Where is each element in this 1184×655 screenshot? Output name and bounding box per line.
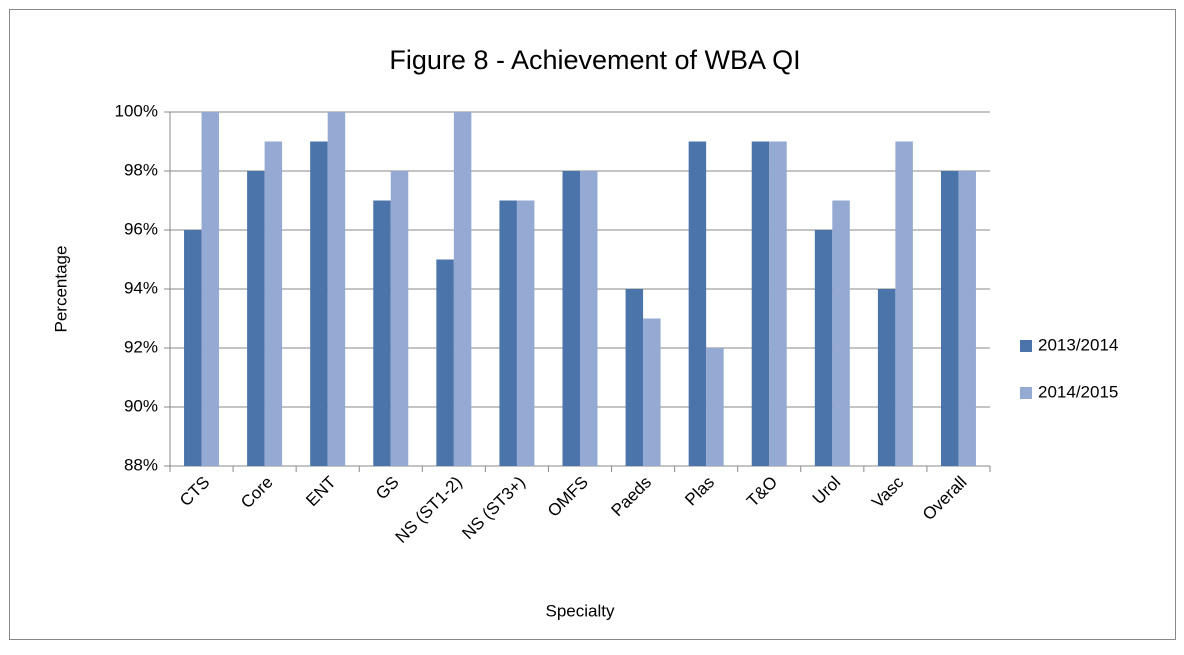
bar: [877, 289, 896, 466]
legend-label: 2014/2015: [1038, 382, 1118, 401]
bar: [688, 141, 707, 466]
y-tick-label: 96%: [124, 219, 158, 238]
bar: [436, 259, 454, 466]
bar: [814, 230, 833, 466]
bar: [706, 348, 724, 466]
legend-swatch: [1020, 340, 1032, 352]
bar: [264, 141, 283, 466]
bar: [751, 141, 770, 466]
bar: [499, 200, 517, 466]
bar: [625, 289, 644, 466]
y-axis-label: Percentage: [51, 246, 70, 333]
bar: [516, 200, 535, 466]
bar: [453, 112, 472, 466]
legend-swatch: [1020, 387, 1032, 399]
bar: [201, 112, 220, 466]
y-tick-label: 94%: [124, 278, 158, 297]
bar: [184, 230, 202, 466]
bar: [895, 141, 913, 466]
chart-title: Figure 8 - Achievement of WBA QI: [389, 45, 800, 75]
bar: [247, 171, 265, 466]
y-tick-label: 90%: [124, 396, 158, 415]
bar: [390, 171, 409, 466]
bar: [643, 318, 661, 466]
y-tick-label: 98%: [124, 160, 158, 179]
y-tick-label: 100%: [115, 101, 158, 120]
bar: [373, 200, 391, 466]
x-axis-label: Specialty: [546, 601, 615, 620]
y-tick-label: 92%: [124, 337, 158, 356]
bar: [832, 200, 850, 466]
bar: [310, 141, 328, 466]
bar: [562, 171, 580, 466]
bar: [769, 141, 787, 466]
bar: [940, 171, 959, 466]
bar: [958, 171, 976, 466]
bar: [327, 112, 346, 466]
y-tick-label: 88%: [124, 455, 158, 474]
bar: [580, 171, 598, 466]
legend-label: 2013/2014: [1038, 335, 1118, 354]
